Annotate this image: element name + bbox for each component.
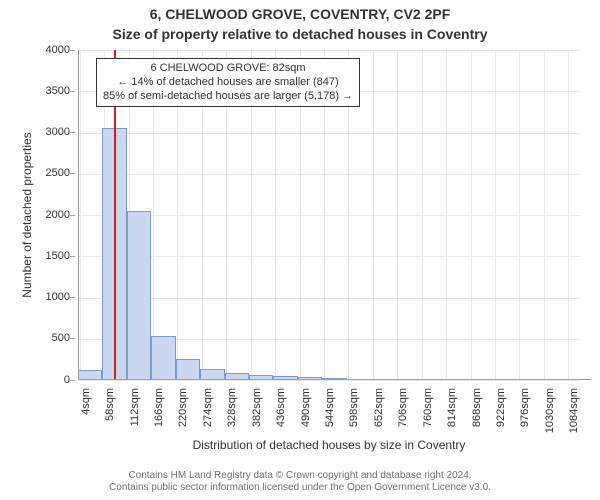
annotation-line1: 6 CHELWOOD GROVE: 82sqm (103, 62, 353, 76)
y-tick-label: 1000 (30, 291, 70, 303)
x-tick-label: 868sqm (471, 388, 483, 438)
grid-line-v (495, 50, 496, 380)
x-tick-label: 922sqm (495, 388, 507, 438)
x-tick-label: 58sqm (104, 388, 116, 438)
x-tick-label: 706sqm (397, 388, 409, 438)
x-tick-label: 760sqm (422, 388, 434, 438)
y-tick-label: 0 (30, 374, 70, 386)
x-tick-label: 1030sqm (544, 388, 556, 438)
x-tick-label: 274sqm (202, 388, 214, 438)
chart-root: 6, CHELWOOD GROVE, COVENTRY, CV2 2PF Siz… (0, 0, 600, 500)
grid-line-v (373, 50, 374, 380)
y-tick-label: 3000 (30, 126, 70, 138)
plot-area: 6 CHELWOOD GROVE: 82sqm← 14% of detached… (78, 50, 580, 380)
x-tick-label: 652sqm (373, 388, 385, 438)
chart-title-line1: 6, CHELWOOD GROVE, COVENTRY, CV2 2PF (0, 6, 600, 22)
footer-attribution: Contains HM Land Registry data © Crown c… (0, 470, 600, 494)
x-axis-line (78, 379, 580, 380)
x-tick-label: 220sqm (177, 388, 189, 438)
y-tick-label: 4000 (30, 44, 70, 56)
x-tick-label: 4sqm (80, 388, 92, 438)
y-tick-label: 1500 (30, 250, 70, 262)
annotation-box: 6 CHELWOOD GROVE: 82sqm← 14% of detached… (96, 58, 360, 107)
chart-title-line2: Size of property relative to detached ho… (0, 26, 600, 42)
footer-line1: Contains HM Land Registry data © Crown c… (0, 470, 600, 482)
grid-line-v (446, 50, 447, 380)
grid-line-v (519, 50, 520, 380)
grid-line-v (80, 50, 81, 380)
x-tick-label: 1084sqm (568, 388, 580, 438)
y-tick-label: 2000 (30, 209, 70, 221)
x-axis-label: Distribution of detached houses by size … (78, 438, 580, 452)
grid-line-v (397, 50, 398, 380)
x-tick-label: 436sqm (275, 388, 287, 438)
grid-line-v (422, 50, 423, 380)
x-tick-label: 598sqm (348, 388, 360, 438)
x-tick-label: 382sqm (251, 388, 263, 438)
y-tick-label: 3500 (30, 85, 70, 97)
histogram-bar (176, 359, 200, 380)
x-tick-label: 490sqm (300, 388, 312, 438)
x-tick-label: 814sqm (446, 388, 458, 438)
annotation-line2: ← 14% of detached houses are smaller (84… (103, 76, 353, 90)
x-tick-label: 328sqm (226, 388, 238, 438)
x-tick-label: 976sqm (519, 388, 531, 438)
grid-line-v (568, 50, 569, 380)
x-tick-label: 166sqm (153, 388, 165, 438)
grid-line-v (471, 50, 472, 380)
y-tick-label: 2500 (30, 167, 70, 179)
histogram-bar (151, 336, 175, 380)
x-tick-label: 112sqm (129, 388, 141, 438)
y-tick-label: 500 (30, 332, 70, 344)
x-tick-label: 544sqm (324, 388, 336, 438)
histogram-bar (127, 211, 151, 380)
annotation-line3: 85% of semi-detached houses are larger (… (103, 90, 353, 104)
footer-line2: Contains public sector information licen… (0, 482, 600, 494)
grid-line-h (78, 380, 580, 381)
y-axis-line (78, 50, 79, 380)
grid-line-v (544, 50, 545, 380)
